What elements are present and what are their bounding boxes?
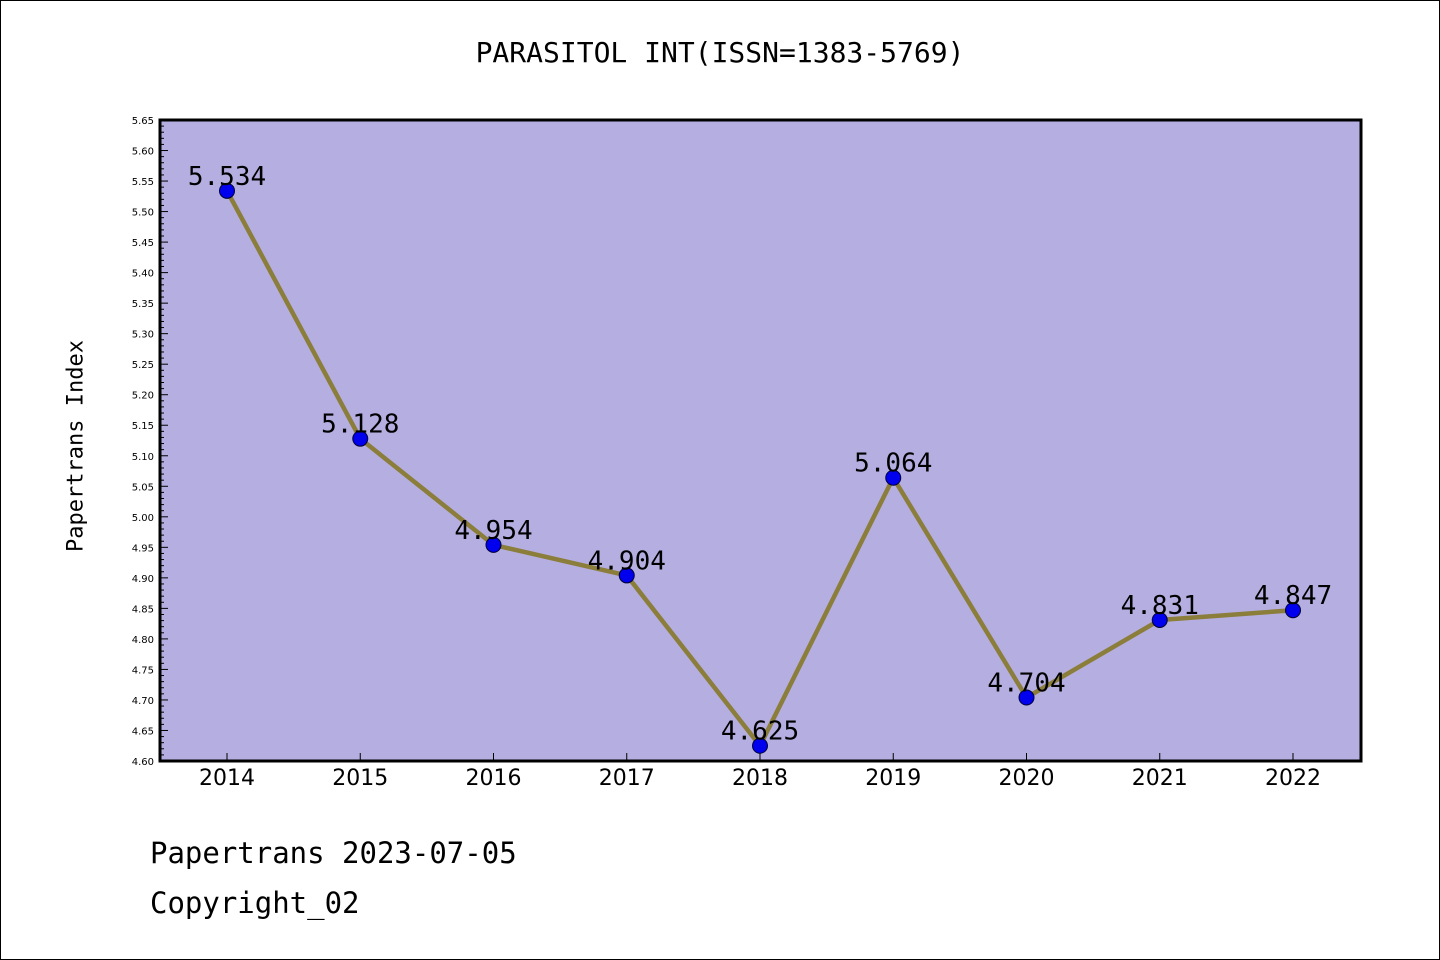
footer-copyright: Copyright_02 — [150, 886, 360, 920]
data-point — [752, 737, 768, 754]
y-tick-label: 4.85 — [132, 604, 154, 615]
x-tick-label: 2018 — [732, 766, 788, 791]
y-tick-label: 5.40 — [132, 269, 154, 280]
data-label: 4.904 — [588, 546, 666, 576]
y-tick-label: 5.55 — [132, 177, 154, 188]
plot-area — [160, 120, 1361, 761]
data-point — [485, 536, 502, 553]
y-tick-label: 5.65 — [132, 116, 154, 127]
y-tick-label: 5.45 — [132, 238, 154, 249]
y-tick-label: 4.75 — [132, 665, 154, 676]
data-label: 4.847 — [1254, 581, 1332, 611]
data-label: 5.534 — [188, 162, 266, 192]
data-label: 4.954 — [454, 516, 532, 546]
data-point — [618, 567, 635, 584]
x-tick-label: 2020 — [999, 766, 1055, 791]
x-tick-label: 2021 — [1132, 766, 1188, 791]
data-point — [1285, 602, 1301, 619]
x-tick-label: 2014 — [199, 766, 255, 791]
data-point — [885, 469, 902, 486]
data-point — [1151, 611, 1168, 628]
y-tick-label: 5.50 — [132, 208, 154, 219]
data-point — [219, 182, 235, 199]
y-tick-label: 5.10 — [132, 452, 154, 463]
x-tick-label: 2017 — [599, 766, 655, 791]
y-tick-label: 4.70 — [132, 696, 154, 707]
y-tick-label: 4.80 — [132, 635, 154, 646]
y-tick-label: 5.05 — [132, 482, 154, 493]
x-tick-label: 2019 — [865, 766, 921, 791]
y-tick-label: 5.60 — [132, 147, 154, 158]
x-tick-label: 2022 — [1265, 766, 1321, 791]
y-tick-label: 5.35 — [132, 299, 154, 310]
data-point — [352, 430, 369, 447]
y-tick-label: 5.15 — [132, 421, 154, 432]
data-label: 4.625 — [721, 717, 799, 747]
chart-title: PARASITOL INT(ISSN=1383-5769) — [475, 36, 965, 69]
y-tick-label: 4.65 — [132, 726, 154, 737]
x-tick-label: 2015 — [332, 766, 388, 791]
y-tick-label: 5.20 — [132, 391, 154, 402]
plot-border — [158, 118, 1363, 763]
data-label: 4.831 — [1121, 591, 1199, 621]
data-label: 5.064 — [854, 449, 932, 479]
x-tick-label: 2016 — [466, 766, 522, 791]
y-tick-label: 4.95 — [132, 543, 154, 554]
y-tick-label: 5.30 — [132, 330, 154, 341]
data-point — [1018, 689, 1035, 706]
y-tick-label: 5.25 — [132, 360, 154, 371]
y-tick-label: 5.00 — [132, 513, 154, 524]
y-tick-label: 4.60 — [132, 757, 154, 768]
data-label: 5.128 — [321, 410, 399, 440]
data-label: 4.704 — [987, 669, 1065, 699]
footer-date: Papertrans 2023-07-05 — [150, 836, 517, 870]
y-tick-label: 4.90 — [132, 574, 154, 585]
